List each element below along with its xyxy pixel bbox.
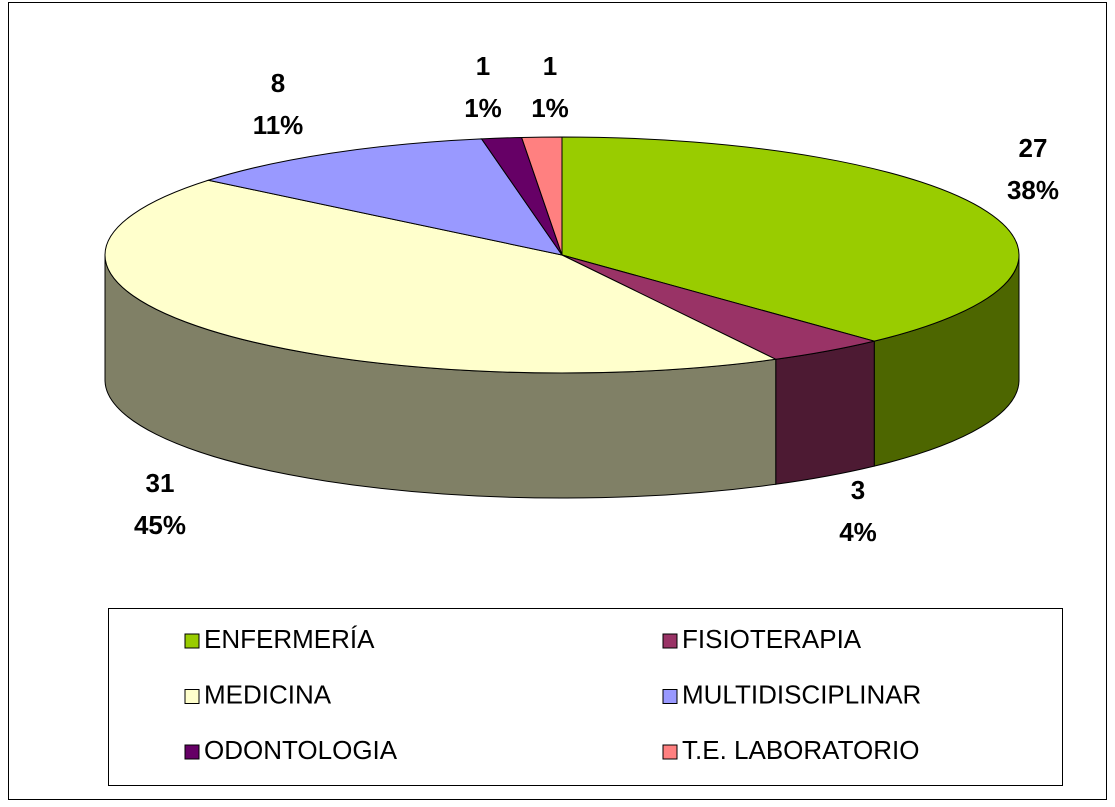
legend-label: ODONTOLOGIA xyxy=(204,735,398,765)
legend-label: MULTIDISCIPLINAR xyxy=(682,679,921,709)
legend-label: MEDICINA xyxy=(204,679,332,709)
data-label-value: 1 xyxy=(476,51,490,81)
data-label-percent: 45% xyxy=(134,510,186,540)
data-label-value: 31 xyxy=(146,468,175,498)
data-label-value: 1 xyxy=(543,51,557,81)
data-label-percent: 38% xyxy=(1007,175,1059,205)
slice-top xyxy=(561,136,1020,342)
slice-top xyxy=(206,138,564,256)
legend-label: T.E. LABORATORIO xyxy=(682,735,919,765)
legend-swatch xyxy=(184,689,200,704)
legend-swatch xyxy=(184,633,200,649)
data-label-value: 8 xyxy=(271,68,285,98)
legend-label: FISIOTERAPIA xyxy=(682,624,862,654)
legend-swatch xyxy=(184,744,200,760)
slice-side xyxy=(775,340,875,485)
legend-swatch xyxy=(662,689,678,704)
data-label-percent: 1% xyxy=(464,93,502,123)
data-label-percent: 1% xyxy=(531,93,569,123)
data-label-value: 27 xyxy=(1019,133,1048,163)
data-label-value: 3 xyxy=(851,475,865,505)
legend-swatch xyxy=(662,744,678,760)
legend-label: ENFERMERÍA xyxy=(204,624,375,654)
legend-swatch xyxy=(662,633,678,649)
slice-top xyxy=(520,136,563,256)
legend-box xyxy=(108,608,1063,786)
data-label-percent: 4% xyxy=(839,517,877,547)
slice-top xyxy=(104,179,778,374)
data-label-percent: 11% xyxy=(253,110,304,140)
